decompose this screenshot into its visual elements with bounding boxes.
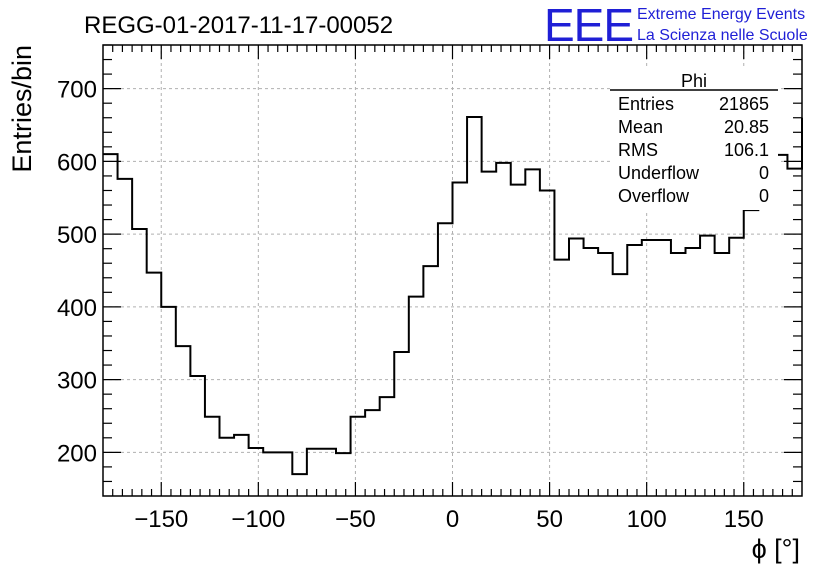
y-tick-label: 400 [57, 295, 97, 322]
histogram-line [103, 116, 803, 476]
x-tick-labels: −150 −100 −50 0 50 100 150 [134, 506, 764, 533]
eee-logo-text: EEE [544, 0, 633, 51]
stats-label: Mean [618, 117, 663, 137]
stats-label: Entries [618, 94, 674, 114]
x-tick-label: −150 [134, 506, 188, 533]
y-tick-label: 200 [57, 440, 97, 467]
stats-value: 0 [759, 186, 769, 206]
stats-row-entries: Entries 21865 [618, 94, 769, 114]
grid-lines [103, 45, 802, 496]
y-tick-label: 700 [57, 77, 97, 104]
stats-label: Overflow [618, 186, 690, 206]
stats-row-rms: RMS 106.1 [618, 140, 769, 160]
stats-box-title: Phi [681, 71, 707, 91]
x-tick-label: 150 [724, 506, 764, 533]
stats-box: Phi Entries 21865 Mean 20.85 RMS 106.1 U… [610, 66, 778, 210]
stats-value: 0 [759, 163, 769, 183]
eee-tagline-1: Extreme Energy Events [637, 6, 805, 23]
stats-value: 21865 [719, 94, 769, 114]
y-tick-label: 600 [57, 149, 97, 176]
x-tick-label: 100 [627, 506, 667, 533]
eee-tagline-2: La Scienza nelle Scuole [637, 27, 808, 44]
stats-row-mean: Mean 20.85 [618, 117, 769, 137]
x-axis-label: ϕ [°] [752, 534, 800, 564]
x-tick-label: 50 [536, 506, 563, 533]
y-tick-label: 500 [57, 222, 97, 249]
stats-row-underflow: Underflow 0 [618, 163, 769, 183]
eee-logo: EEE Extreme Energy Events La Scienza nel… [544, 0, 808, 51]
y-tick-label: 300 [57, 368, 97, 395]
stats-value: 20.85 [724, 117, 769, 137]
x-tick-label: 0 [446, 506, 459, 533]
chart-title: REGG-01-2017-11-17-00052 [84, 12, 393, 39]
stats-label: RMS [618, 140, 658, 160]
x-tick-label: −50 [335, 506, 376, 533]
stats-value: 106.1 [724, 140, 769, 160]
x-tick-label: −100 [231, 506, 285, 533]
stats-row-overflow: Overflow 0 [618, 186, 769, 206]
axis-ticks [103, 44, 802, 496]
stats-label: Underflow [618, 163, 700, 183]
y-tick-labels: 200 300 400 500 600 700 [57, 77, 97, 468]
y-axis-label: Entries/bin [7, 45, 37, 173]
